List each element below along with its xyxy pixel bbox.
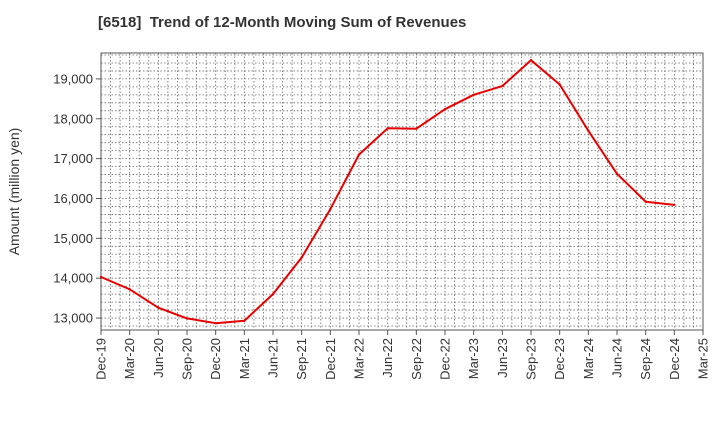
- x-tick-label: Jun-21: [266, 338, 281, 378]
- series-layer: [99, 58, 676, 325]
- x-axis-ticks: Dec-19 Mar-20 Jun-20 Sep-20 Dec-20 Mar-21 Jun-…: [94, 330, 711, 380]
- chart-title: [6518] Trend of 12-Month Moving Sum of R…: [98, 14, 467, 31]
- y-axis-label: Amount (million yen): [6, 128, 22, 256]
- x-tick-label: Mar-24: [581, 338, 596, 379]
- data-point: [157, 306, 160, 309]
- data-point: [243, 319, 246, 323]
- y-tick-label: 14,000: [53, 271, 93, 286]
- x-tick-label: Mar-21: [237, 338, 252, 379]
- data-point: [329, 208, 332, 211]
- x-tick-label: Dec-22: [438, 338, 453, 380]
- y-tick-label: 13,000: [53, 311, 93, 326]
- data-point: [501, 84, 504, 88]
- x-tick-label: Dec-23: [552, 338, 567, 380]
- data-point: [415, 127, 418, 130]
- y-tick-label: 15,000: [53, 231, 93, 246]
- y-tick-label: 19,000: [53, 71, 93, 86]
- x-tick-label: Jun-24: [610, 338, 625, 378]
- data-point: [185, 317, 189, 320]
- data-point: [386, 127, 389, 130]
- data-point: [558, 83, 561, 86]
- x-tick-label: Sep-22: [409, 338, 424, 380]
- data-point: [644, 200, 647, 203]
- y-tick-label: 16,000: [53, 191, 93, 206]
- x-tick-label: Dec-24: [667, 338, 682, 380]
- x-tick-label: Dec-20: [208, 338, 223, 380]
- y-tick-label: 17,000: [53, 151, 93, 166]
- x-tick-label: Mar-22: [352, 338, 367, 379]
- x-tick-label: Mar-25: [696, 338, 711, 379]
- x-tick-label: Jun-22: [380, 338, 395, 378]
- x-tick-label: Mar-20: [122, 338, 137, 379]
- data-point: [300, 256, 303, 259]
- x-tick-label: Sep-21: [294, 338, 309, 380]
- x-tick-label: Sep-24: [638, 338, 653, 380]
- data-point: [443, 107, 447, 111]
- x-tick-label: Dec-19: [94, 338, 109, 380]
- plot-area-frame: [100, 52, 704, 331]
- data-point: [214, 322, 217, 325]
- data-point: [673, 203, 676, 207]
- data-point: [587, 129, 590, 132]
- x-tick-label: Sep-20: [180, 338, 195, 380]
- data-point: [271, 292, 275, 296]
- data-point: [472, 93, 475, 97]
- x-tick-label: Jun-20: [151, 338, 166, 378]
- data-point: [357, 153, 361, 156]
- y-tick-label: 18,000: [53, 111, 93, 126]
- x-tick-label: Mar-23: [466, 338, 481, 379]
- x-tick-label: Jun-23: [495, 338, 510, 378]
- x-tick-label: Dec-21: [323, 338, 338, 380]
- x-tick-label: Sep-23: [524, 338, 539, 380]
- data-point: [529, 58, 533, 62]
- data-point: [615, 172, 619, 175]
- grid-lines: [101, 53, 703, 330]
- data-point: [99, 275, 103, 279]
- y-axis-ticks: 13,000 14,000 15,000 16,000 17,000 18,000 19,0…: [53, 71, 101, 326]
- data-point: [128, 288, 131, 291]
